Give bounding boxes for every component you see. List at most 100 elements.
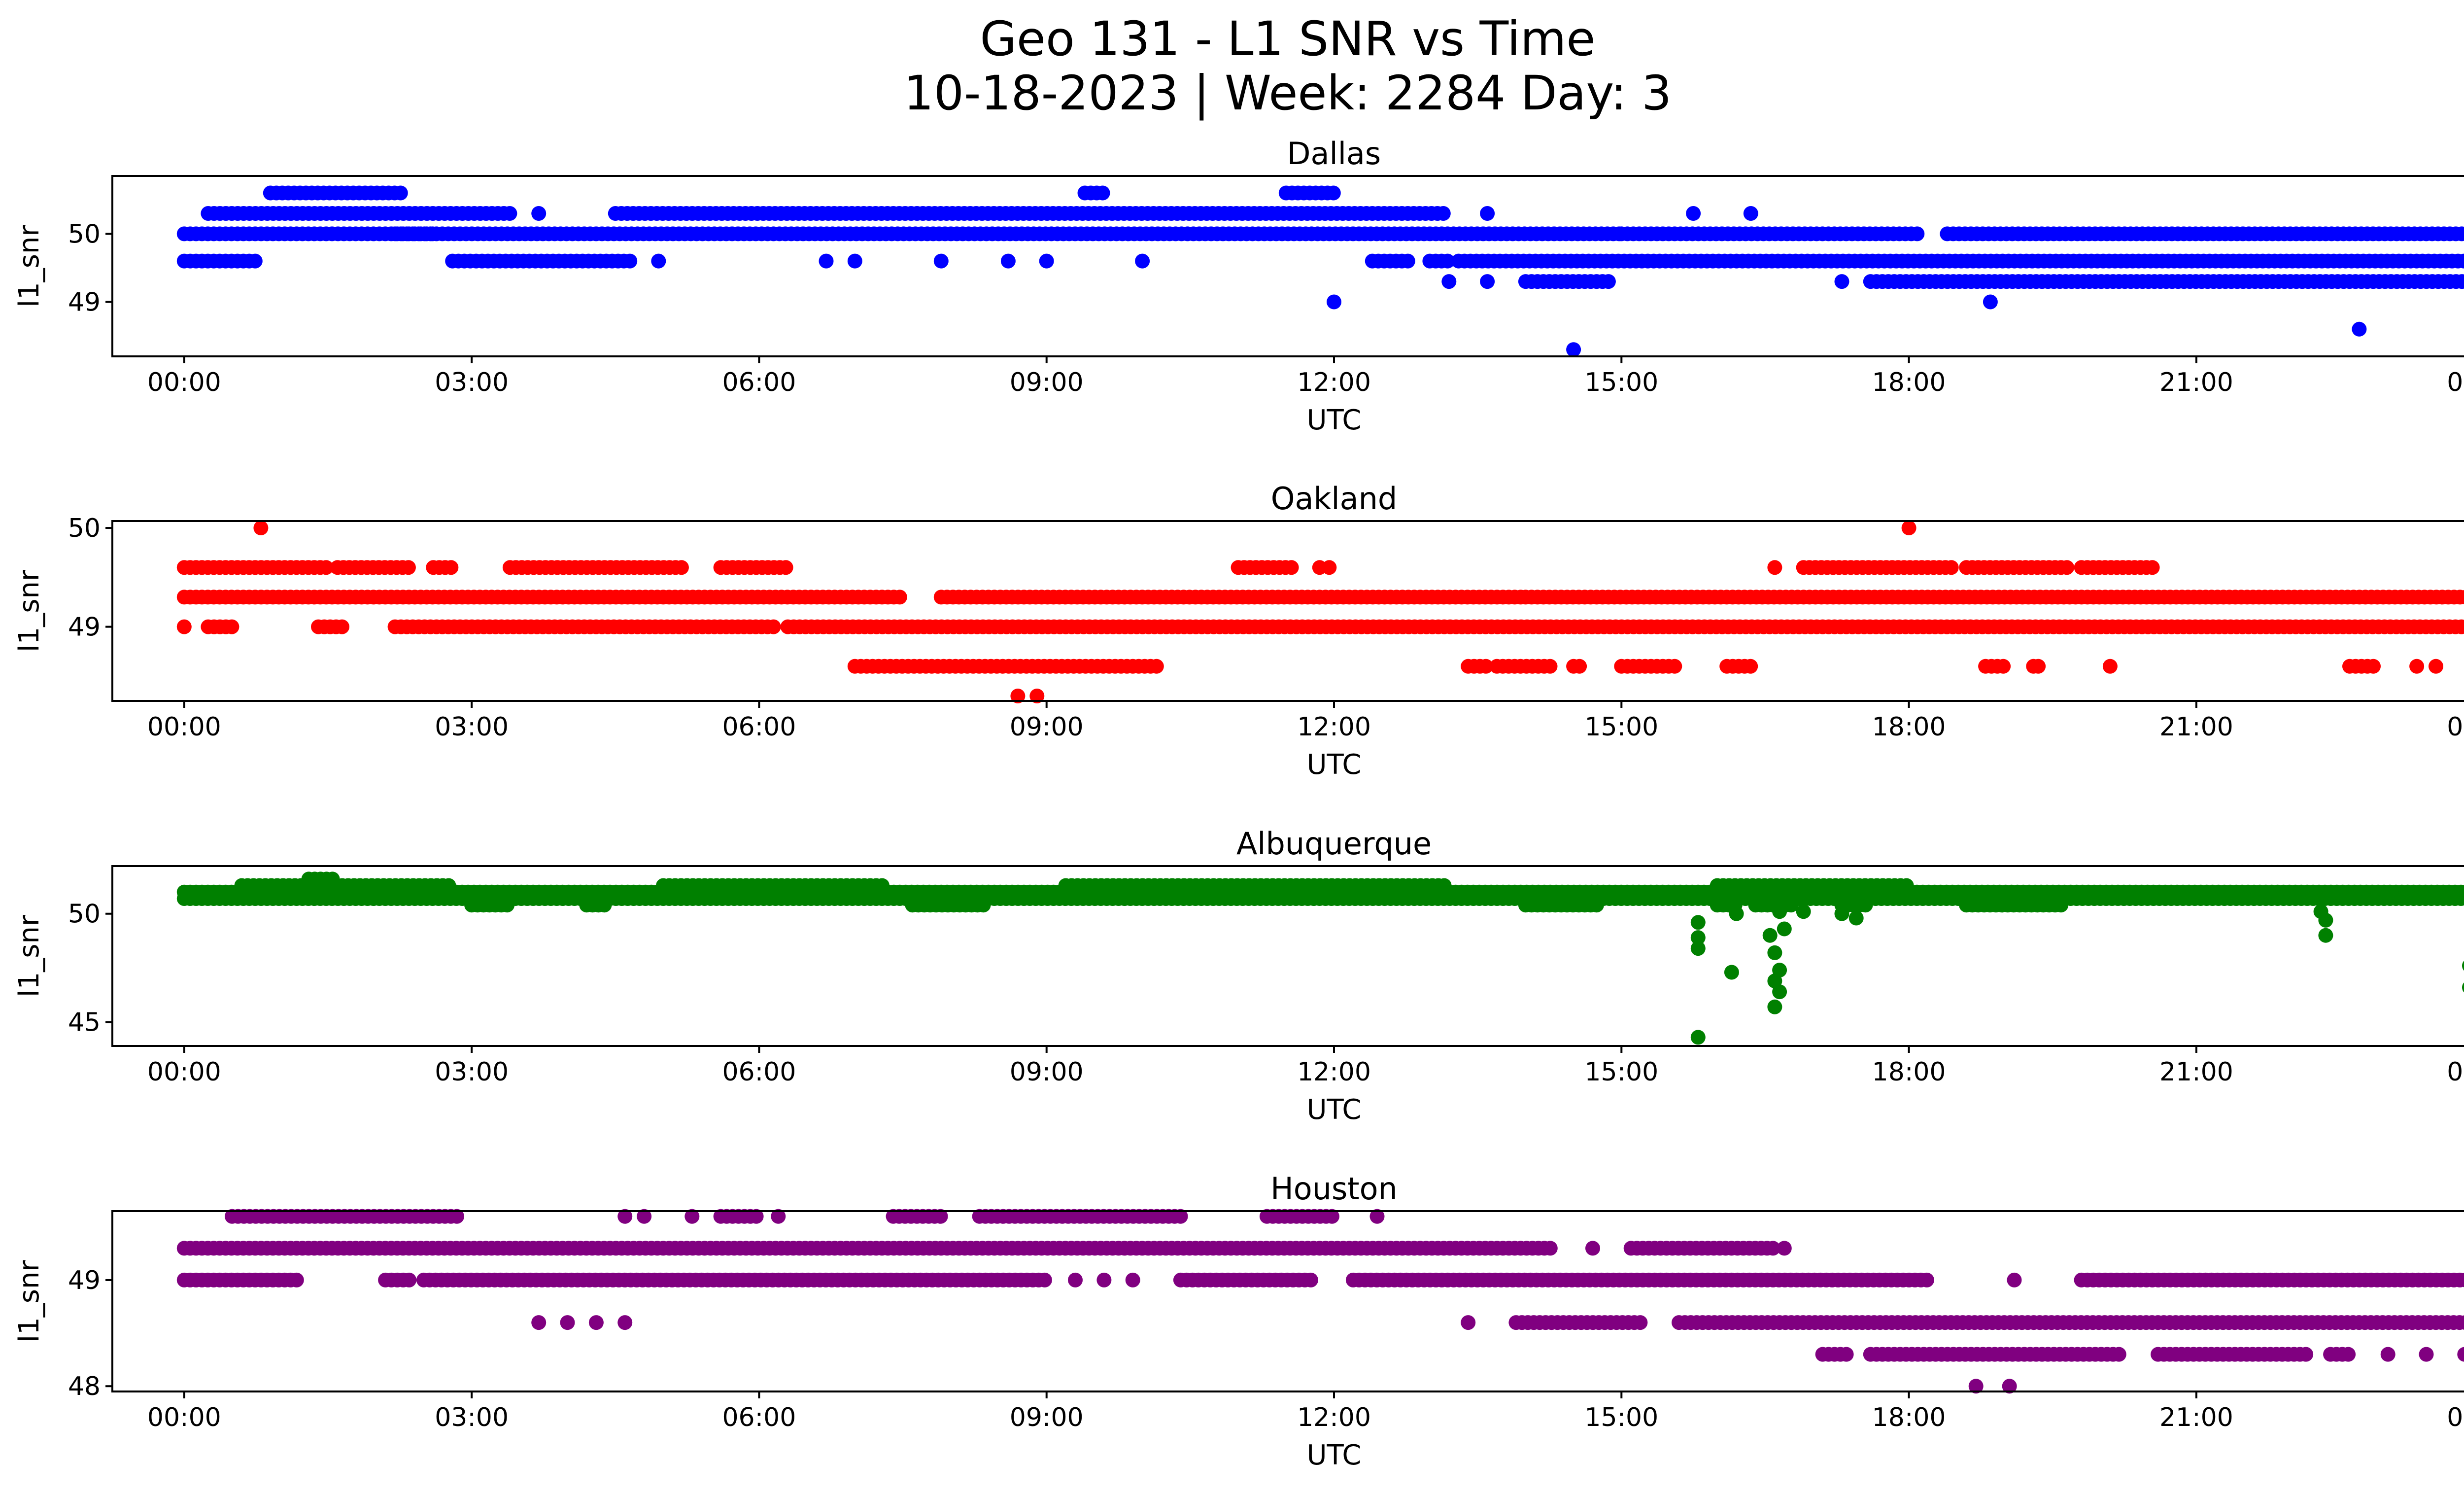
y-tick-label: 49 <box>68 1266 101 1295</box>
data-point <box>176 619 192 634</box>
subplot-houston: Houston 00:00 03:00 06:00 09:00 12:00 15:00 18:… <box>13 1171 2464 1471</box>
x-tick-label: 21:00 <box>2159 368 2233 397</box>
data-point <box>1901 521 1916 535</box>
x-tick-label: 12:00 <box>1297 368 1371 397</box>
data-point <box>1783 898 1799 913</box>
y-tick-label: 50 <box>68 514 101 543</box>
data-point <box>1919 1272 1934 1287</box>
data-point <box>224 619 240 634</box>
x-tick-label: 12:00 <box>1297 1057 1371 1087</box>
x-tick-label: 09:00 <box>1010 368 1084 397</box>
subplot-oakland: Oakland 00:00 03:00 06:00 09:00 12:00 15:00 18:… <box>13 481 2464 781</box>
data-point <box>1542 1241 1558 1256</box>
data-point <box>1910 226 1925 242</box>
data-point <box>1729 906 1744 921</box>
data-point <box>2462 961 2464 971</box>
data-point <box>1996 659 2011 674</box>
data-point <box>1589 898 1604 913</box>
data-point <box>1478 659 1494 674</box>
data-point <box>1944 560 1959 575</box>
data-point <box>1690 915 1706 930</box>
data-point <box>651 253 666 269</box>
subplot-title: Houston <box>1270 1171 1398 1207</box>
data-point <box>247 253 263 269</box>
data-point <box>1095 185 1110 201</box>
x-tick-label: 09:00 <box>1010 1403 1084 1432</box>
data-point <box>2053 898 2069 913</box>
data-point <box>1743 659 1758 674</box>
data-point <box>1029 689 1045 703</box>
x-tick-label: 18:00 <box>1872 712 1946 742</box>
data-point <box>2002 1379 2017 1394</box>
chart-subtitle: 10-18-2023 | Week: 2284 Day: 3 <box>904 66 1672 121</box>
data-point <box>2031 659 2046 674</box>
y-axis-label: l1_snr <box>13 569 45 652</box>
data-point <box>1149 659 1164 674</box>
data-point <box>1566 342 1581 357</box>
data-point <box>1834 906 1849 921</box>
x-tick-label: 21:00 <box>2159 1403 2233 1432</box>
data-point <box>560 1315 575 1330</box>
data-point <box>401 560 416 575</box>
data-point <box>2429 659 2443 674</box>
data-point <box>2457 1347 2464 1362</box>
x-tick-label: 15:00 <box>1584 1403 1658 1432</box>
subplot-albuquerque: Albuquerque 00:00 03:00 06:00 09:00 12:00 15:0… <box>13 826 2464 1126</box>
x-tick-label: 21:00 <box>2159 712 2233 742</box>
data-point <box>1767 560 1782 575</box>
data-point <box>976 898 991 913</box>
data-point <box>1777 1241 1792 1256</box>
data-point <box>2458 590 2464 604</box>
x-tick-label: 06:00 <box>722 1403 796 1432</box>
x-tick-label: 00:00 <box>2447 1403 2464 1432</box>
data-point <box>1312 560 1327 575</box>
data-point <box>2102 659 2118 674</box>
x-tick-label: 03:00 <box>435 368 509 397</box>
data-point <box>2409 659 2425 674</box>
y-axis-label: l1_snr <box>13 1260 45 1343</box>
data-point <box>892 590 907 605</box>
subplot-title: Albuquerque <box>1236 826 1432 862</box>
data-point <box>1436 206 1451 221</box>
data-point <box>597 898 612 913</box>
data-point <box>1324 1209 1339 1224</box>
data-point <box>2419 1347 2434 1362</box>
data-point <box>2460 620 2464 634</box>
data-point <box>1633 1315 1648 1330</box>
x-axis-label: UTC <box>1306 749 1361 781</box>
data-point <box>1284 560 1299 575</box>
x-tick-label: 15:00 <box>1584 1057 1658 1087</box>
data-point <box>1772 984 1787 1000</box>
data-point <box>1762 928 1778 943</box>
data-point <box>819 253 834 269</box>
data-point <box>2145 560 2160 575</box>
data-point <box>1585 1241 1600 1256</box>
data-point <box>1839 1347 1854 1362</box>
data-point <box>1848 910 1864 926</box>
y-axis-label: l1_snr <box>13 914 45 997</box>
data-point <box>778 560 793 575</box>
data-point <box>2460 227 2464 241</box>
data-point <box>684 1209 700 1224</box>
data-point <box>2462 256 2464 266</box>
x-tick-label: 03:00 <box>435 1403 509 1432</box>
data-point <box>2298 1347 2314 1362</box>
subplot-title: Dallas <box>1287 136 1381 172</box>
subplot-dallas: Dallas 00:00 03:00 06:00 09:00 12:00 15:00 18:0… <box>13 136 2464 436</box>
data-point <box>2460 275 2464 288</box>
data-point <box>2458 1315 2464 1330</box>
x-axis-label: UTC <box>1306 1094 1361 1126</box>
data-point <box>2007 1272 2022 1287</box>
x-axis-label: UTC <box>1306 1439 1361 1471</box>
data-point <box>502 206 517 221</box>
chart-title: Geo 131 - L1 SNR vs Time <box>980 11 1596 67</box>
data-point <box>1441 274 1457 289</box>
data-point <box>1724 965 1739 980</box>
subplots-container: Dallas 00:00 03:00 06:00 09:00 12:00 15:00 18:0… <box>13 136 2464 1471</box>
data-point <box>1601 274 1616 289</box>
data-point <box>1440 253 1455 269</box>
data-point <box>637 1209 652 1224</box>
data-point <box>449 1209 464 1224</box>
data-point <box>1480 206 1495 221</box>
data-point <box>1983 294 1998 310</box>
